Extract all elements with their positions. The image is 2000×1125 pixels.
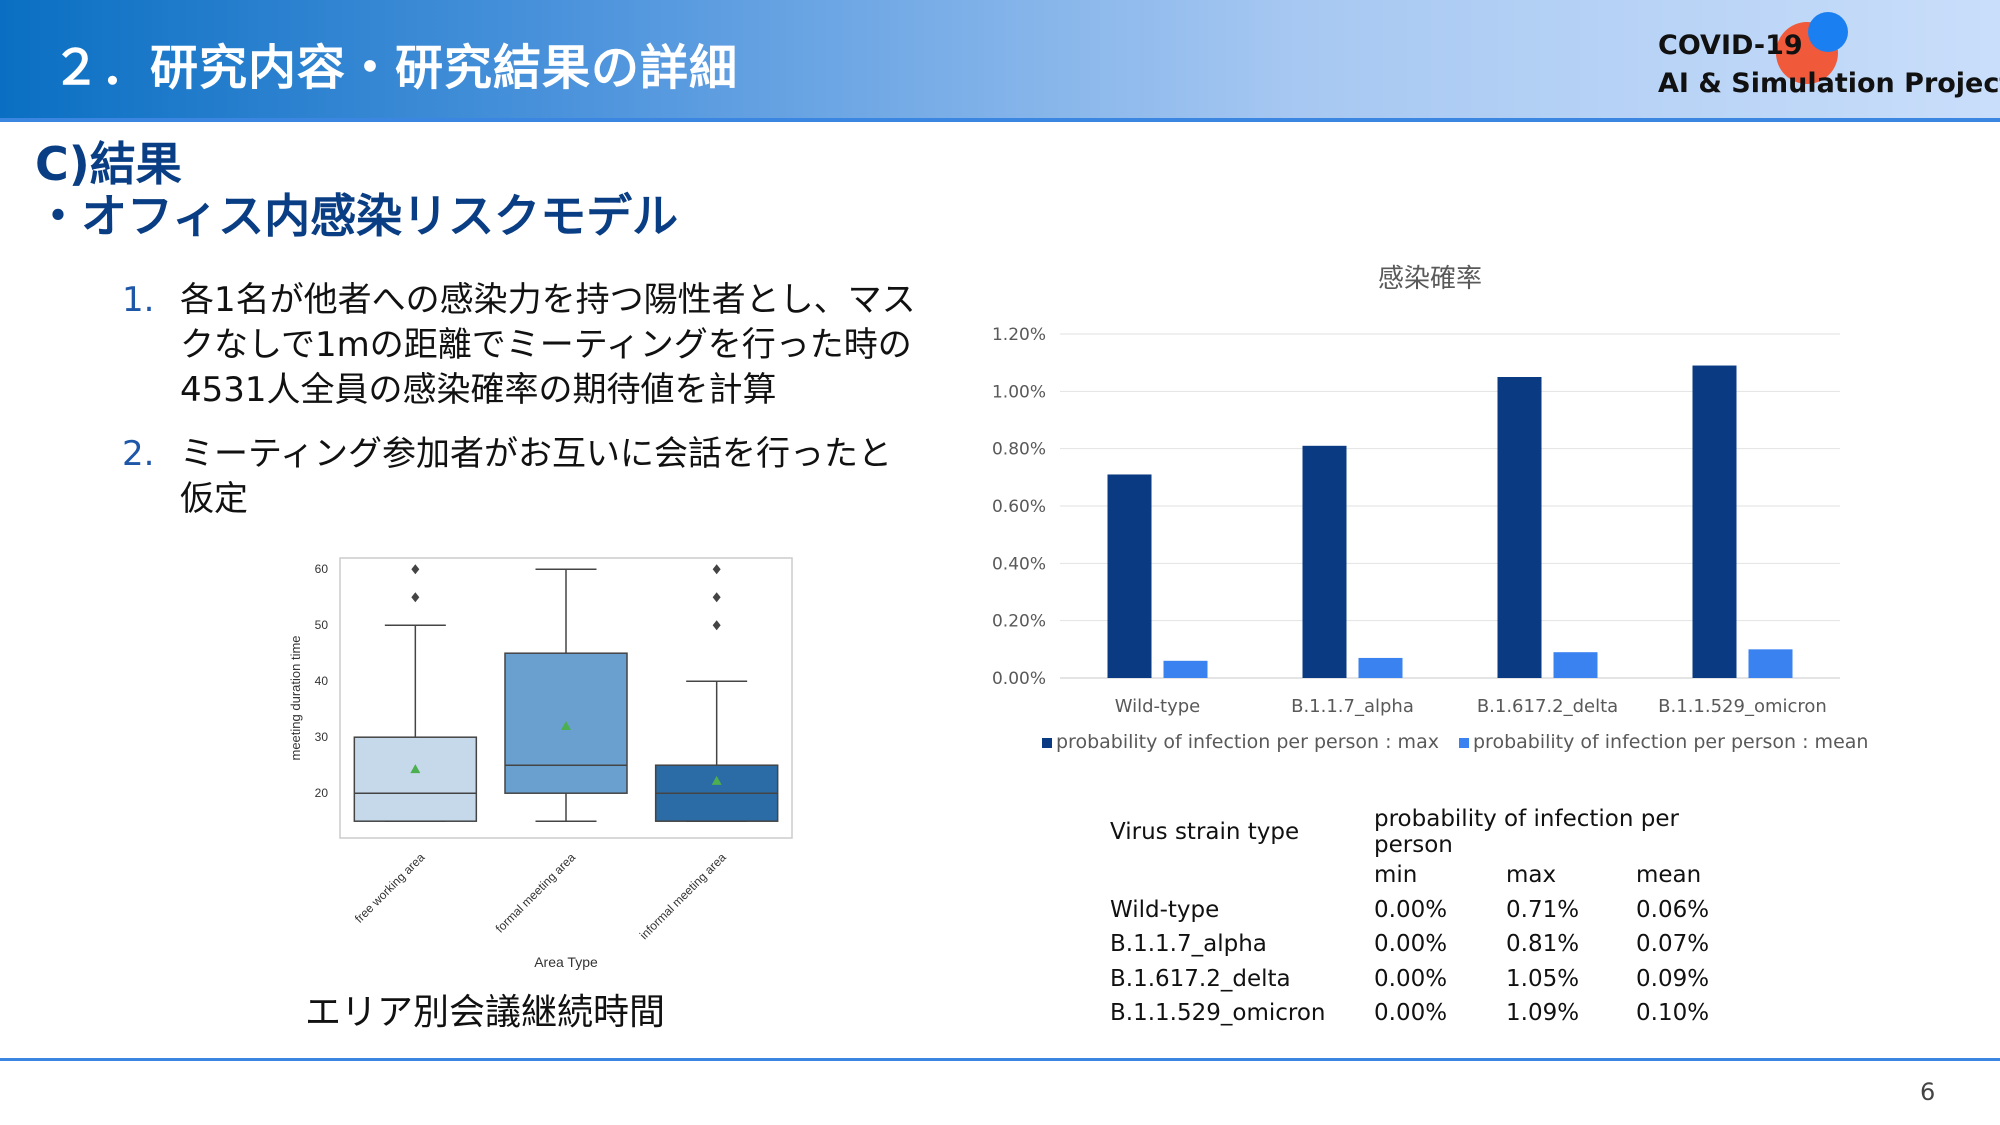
table-cell-min: 0.00% [1374, 896, 1448, 923]
y-tick-label: 0.00% [992, 669, 1046, 689]
x-tick-label: B.1.617.2_delta [1477, 696, 1618, 717]
legend-label-mean: probability of infection per person : me… [1473, 731, 1869, 753]
mean-marker [711, 775, 722, 785]
bar-chart: 0.00% 0.20% 0.40% 0.60% 0.80% 1.00% 1.20% Wild-… [992, 325, 1840, 717]
y-tick-label: 0.20% [992, 612, 1046, 632]
x-tick-label: formal meeting area [493, 850, 579, 936]
bar-max [1107, 474, 1152, 678]
y-tick-label: 60 [315, 562, 329, 576]
table-cell-mean: 0.09% [1636, 965, 1710, 992]
box-0 [353, 564, 478, 822]
table-row: Wild-type 0.00% 0.71% 0.06% [1110, 893, 1746, 928]
boxplot-chart: 20 30 40 50 60 meeting duration time free work… [288, 557, 793, 970]
y-tick-label: 1.00% [992, 382, 1046, 402]
table-cell-max: 0.71% [1506, 896, 1580, 923]
table-header-group: probability of infection per person [1374, 806, 1679, 858]
table-subheader-max: max [1506, 862, 1557, 889]
table-cell-strain: B.1.1.529_omicron [1110, 1000, 1326, 1027]
list-item-number: 2. [122, 434, 155, 474]
table-row: B.1.1.7_alpha 0.00% 0.81% 0.07% [1110, 927, 1746, 962]
outlier-point [411, 592, 420, 603]
table-cell-max: 0.81% [1506, 931, 1580, 958]
bar-max [1302, 445, 1347, 678]
x-axis-label: Area Type [534, 954, 598, 970]
y-axis-label: meeting duration time [288, 635, 303, 760]
project-logo-line1: COVID-19 [1658, 30, 1803, 61]
y-tick-label: 0.80% [992, 440, 1046, 460]
list-item-text: 各1名が他者への感染力を持つ陽性者とし、マスクなしで1mの距離でミーティングを行… [180, 280, 916, 410]
y-tick-label: 1.20% [992, 325, 1046, 345]
list-item-number: 1. [122, 280, 155, 320]
footer-divider [0, 1058, 2000, 1061]
infection-probability-table: Virus strain type probability of infecti… [1110, 806, 1746, 1031]
list-item-text: ミーティング参加者がお互いに会話を行ったと仮定 [180, 434, 892, 519]
table-cell-mean: 0.07% [1636, 931, 1710, 958]
outlier-point [712, 592, 721, 603]
page-title: ２．研究内容・研究結果の詳細 [52, 40, 739, 96]
table-row: B.1.1.529_omicron 0.00% 1.09% 0.10% [1110, 996, 1746, 1031]
table-header-row: Virus strain type probability of infecti… [1110, 806, 1746, 858]
y-tick-label: 50 [315, 618, 329, 632]
y-tick-label: 40 [315, 674, 329, 688]
box-body [353, 736, 478, 822]
logo-blue-circle-icon [1808, 12, 1848, 52]
y-tick-label: 0.60% [992, 497, 1046, 517]
legend-label-max: probability of infection per person : ma… [1056, 731, 1439, 753]
mean-marker [561, 721, 571, 730]
bar-max [1692, 365, 1737, 678]
header-divider [0, 118, 2000, 122]
outlier-point [411, 564, 420, 575]
legend-swatch-max [1042, 737, 1052, 748]
table-cell-mean: 0.06% [1636, 896, 1710, 923]
subsection-title: ・オフィス内感染リスクモデル [35, 189, 679, 243]
table-cell-min: 0.00% [1374, 1000, 1448, 1027]
legend-entry-mean: probability of infection per person : me… [1459, 731, 1868, 753]
table-cell-strain: B.1.617.2_delta [1110, 965, 1291, 992]
x-tick-label: Wild-type [1115, 696, 1201, 717]
outlier-point [712, 564, 721, 575]
box-2 [654, 564, 779, 822]
table-subheader-mean: mean [1636, 862, 1702, 889]
mean-marker [410, 764, 421, 774]
outlier-point [712, 620, 721, 631]
box-1 [504, 568, 628, 822]
table-cell-strain: B.1.1.7_alpha [1110, 931, 1267, 958]
table-cell-max: 1.09% [1506, 1000, 1580, 1027]
page-number: 6 [1920, 1078, 1936, 1106]
bar-chart-legend: probability of infection per person : ma… [1042, 731, 1882, 753]
bar-max [1497, 377, 1542, 678]
table-cell [1110, 858, 1374, 893]
legend-entry-max: probability of infection per person : ma… [1042, 731, 1445, 753]
header-bar [0, 0, 2000, 118]
table-row: B.1.617.2_delta 0.00% 1.05% 0.09% [1110, 962, 1746, 997]
y-tick-label: 0.40% [992, 554, 1046, 574]
x-tick-label: informal meeting area [637, 850, 729, 942]
project-logo-line2: AI & Simulation Project [1658, 68, 2000, 99]
table-cell-mean: 0.10% [1636, 1000, 1710, 1027]
table-cell-min: 0.00% [1374, 965, 1448, 992]
table-cell-max: 1.05% [1506, 965, 1580, 992]
table-subheader-min: min [1374, 862, 1418, 889]
section-title: C)結果 [35, 137, 182, 191]
bar-mean [1358, 657, 1403, 678]
bar-chart-title: 感染確率 [1377, 264, 1482, 294]
x-tick-label: free working area [352, 850, 428, 926]
legend-swatch-mean [1459, 737, 1469, 748]
bar-mean [1553, 652, 1598, 678]
y-tick-label: 30 [315, 730, 329, 744]
y-tick-label: 20 [315, 786, 329, 800]
boxplot-caption: エリア別会議継続時間 [305, 992, 666, 1033]
table-cell-min: 0.00% [1374, 931, 1448, 958]
table-header-strain: Virus strain type [1110, 819, 1300, 845]
table-cell-strain: Wild-type [1110, 896, 1220, 923]
x-tick-label: B.1.1.7_alpha [1291, 696, 1414, 717]
x-tick-label: B.1.1.529_omicron [1658, 696, 1827, 717]
bar-mean [1163, 660, 1208, 678]
table-subheader-row: min max mean [1110, 858, 1746, 893]
bar-mean [1748, 649, 1793, 678]
